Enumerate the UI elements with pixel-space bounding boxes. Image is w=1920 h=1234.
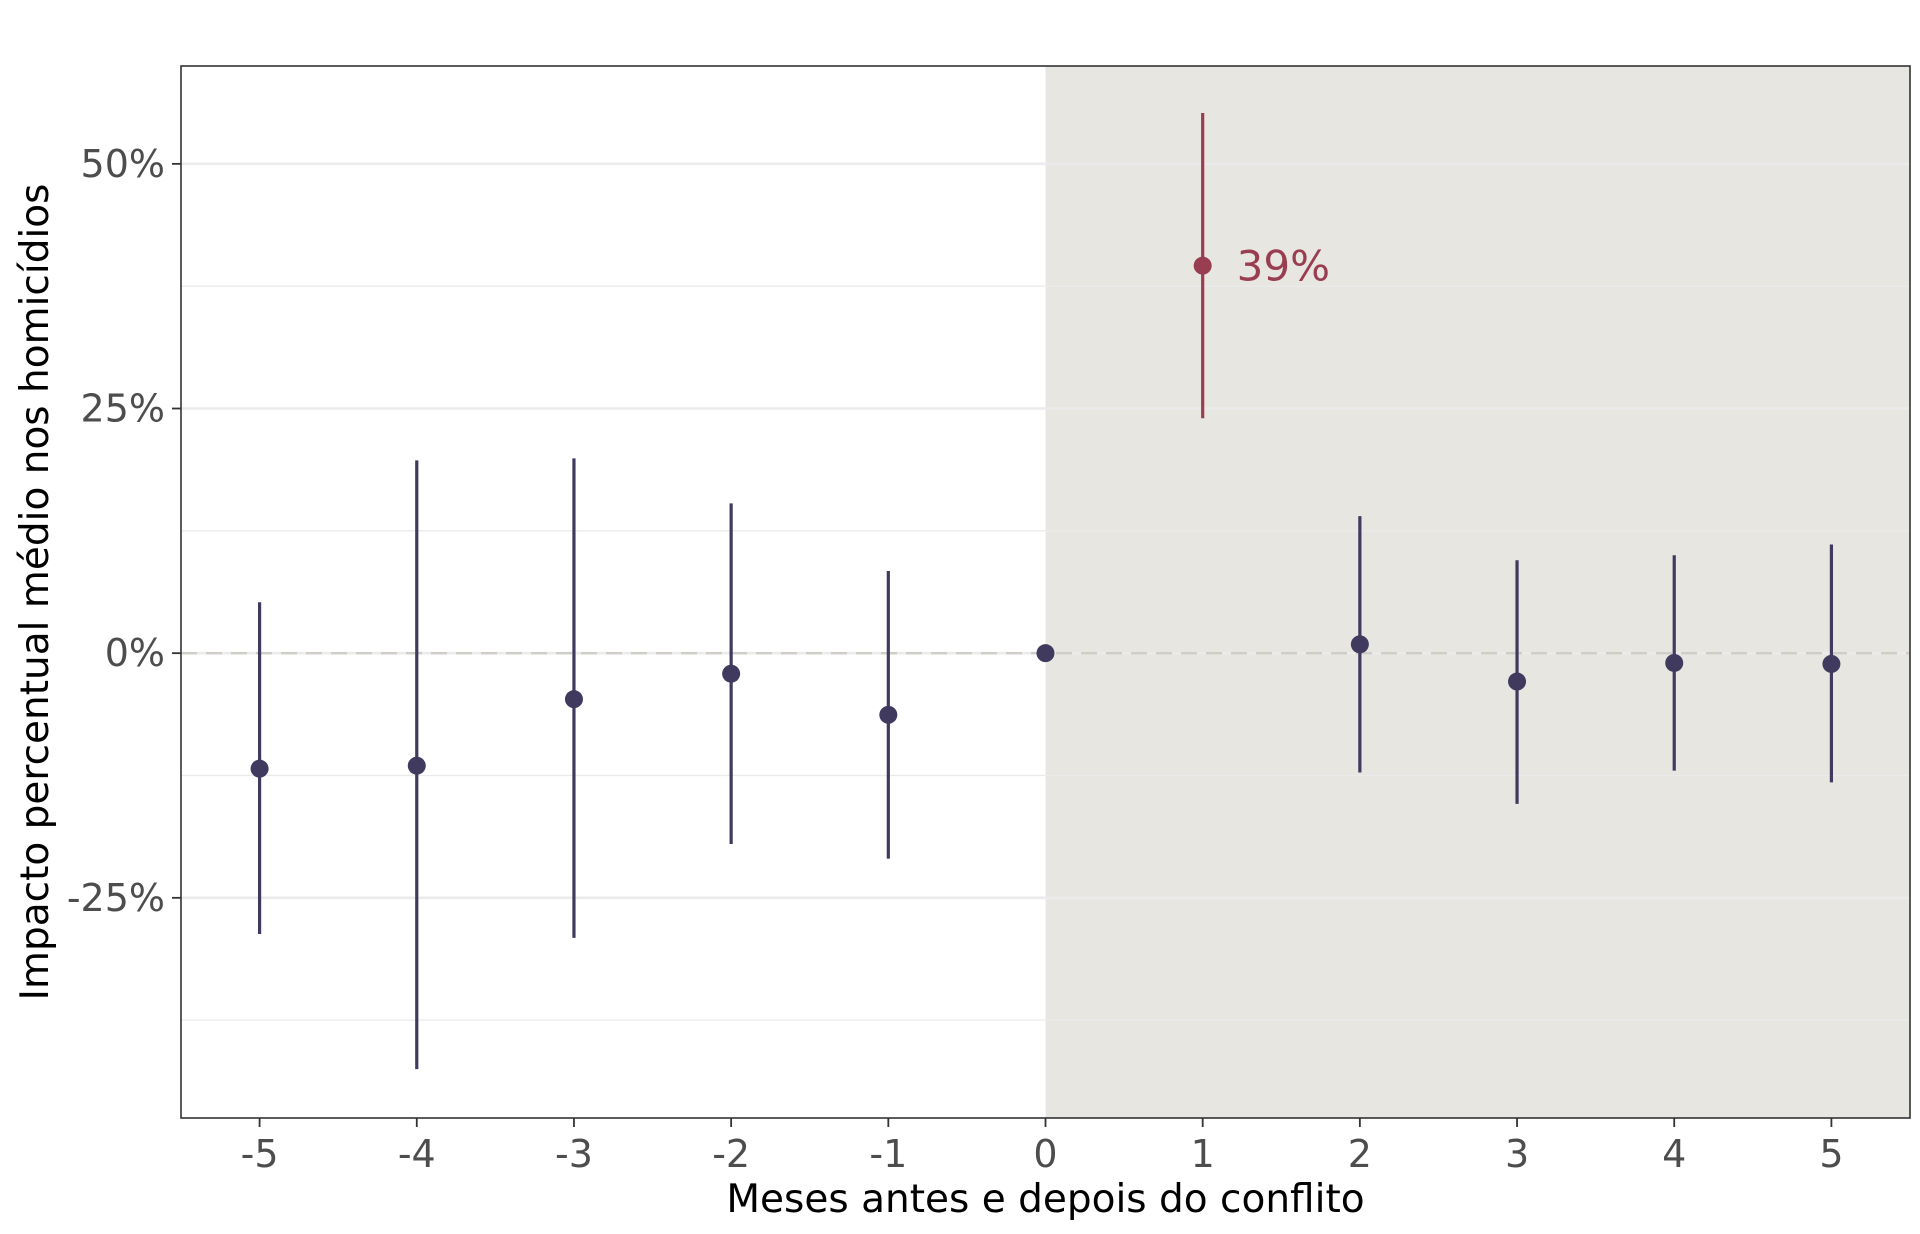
data-point <box>250 759 269 778</box>
points-layer <box>250 256 1841 778</box>
x-tick-label: -5 <box>241 1132 279 1176</box>
y-tick-labels: -25% 0% 25% 50% <box>67 142 165 920</box>
data-point <box>1350 635 1369 654</box>
x-tick-label: -3 <box>555 1132 593 1176</box>
annotations-layer: 39% <box>1237 242 1330 291</box>
x-tick-label: -4 <box>398 1132 436 1176</box>
data-point <box>879 705 898 724</box>
data-point <box>1036 644 1055 663</box>
data-point <box>1508 672 1527 691</box>
x-tick-label: 0 <box>1033 1132 1057 1176</box>
x-axis-title: Meses antes e depois do conflito <box>726 1177 1364 1222</box>
data-point <box>1822 654 1841 673</box>
x-tick-labels: -5 -4 -3 -2 -1 0 1 2 3 4 5 <box>241 1132 1844 1176</box>
shaded-region <box>1045 66 1910 1118</box>
x-tick-label: 5 <box>1819 1132 1843 1176</box>
annotation-label: 39% <box>1237 242 1330 291</box>
y-axis-title: Impacto percentual médio nos homicídios <box>13 184 58 1001</box>
data-point <box>407 756 426 775</box>
x-tick-label: -1 <box>869 1132 907 1176</box>
y-tick-label: 25% <box>81 387 165 431</box>
data-point <box>564 690 583 709</box>
ticks-layer <box>172 162 1833 1127</box>
x-tick-label: -2 <box>712 1132 750 1176</box>
shaded-region-layer <box>1045 66 1910 1118</box>
data-point <box>1665 653 1684 672</box>
y-tick-label: 50% <box>81 142 165 186</box>
x-tick-label: 3 <box>1505 1132 1529 1176</box>
x-tick-label: 1 <box>1191 1132 1215 1176</box>
data-point <box>722 664 741 683</box>
x-tick-label: 4 <box>1662 1132 1686 1176</box>
data-point <box>1193 256 1212 275</box>
y-tick-label: 0% <box>105 631 165 675</box>
x-tick-label: 2 <box>1348 1132 1372 1176</box>
y-tick-label: -25% <box>67 876 165 920</box>
